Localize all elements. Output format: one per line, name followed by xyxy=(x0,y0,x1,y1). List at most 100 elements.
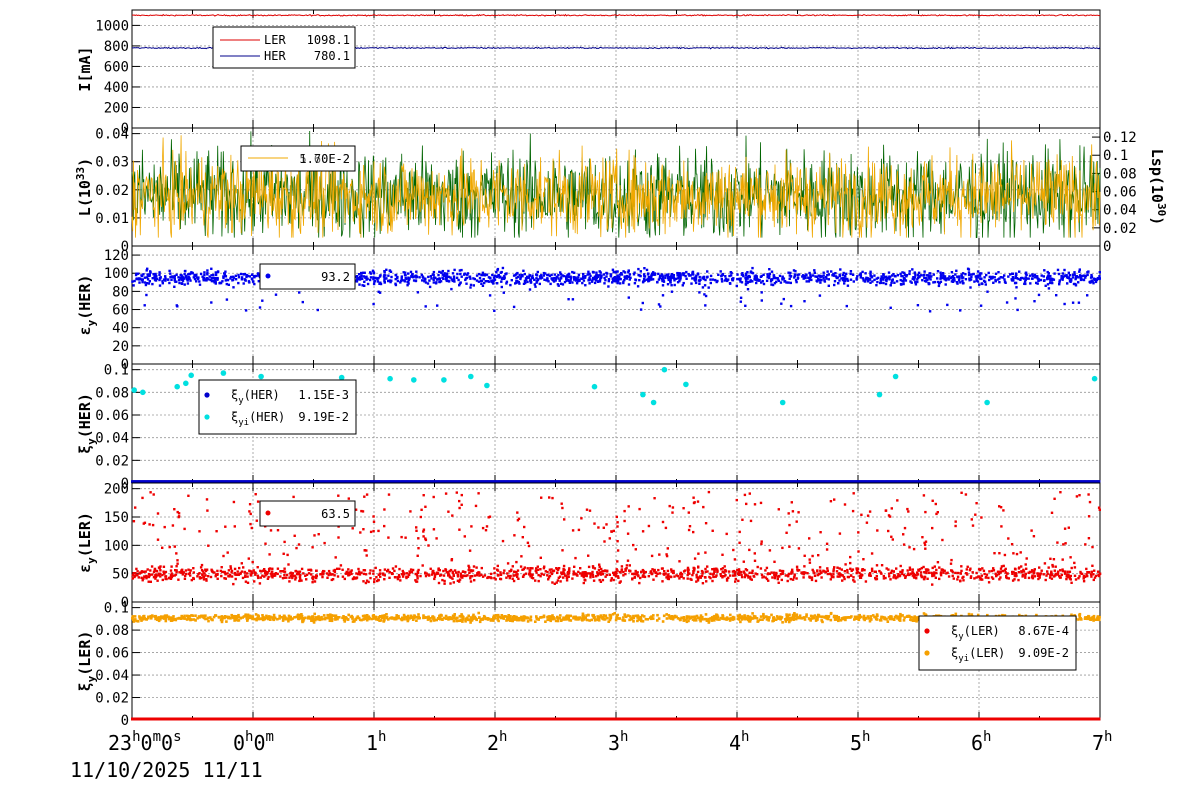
data-point xyxy=(195,280,197,282)
data-point xyxy=(466,574,468,576)
data-point xyxy=(479,277,481,279)
data-point xyxy=(431,571,433,573)
data-point xyxy=(298,291,300,293)
data-point xyxy=(468,572,470,574)
data-point xyxy=(685,271,687,273)
data-point xyxy=(138,281,140,283)
data-point xyxy=(1049,558,1051,560)
data-point xyxy=(237,570,239,572)
data-point xyxy=(177,276,179,278)
data-point xyxy=(153,571,155,573)
data-point xyxy=(812,569,814,571)
data-point xyxy=(609,574,611,576)
data-point xyxy=(929,276,931,278)
data-point xyxy=(510,569,512,571)
data-point xyxy=(925,541,927,543)
data-point xyxy=(744,305,746,307)
y-axis-label: εy(HER) xyxy=(76,275,98,336)
data-point xyxy=(493,310,495,312)
data-point xyxy=(833,275,835,277)
data-point xyxy=(682,272,684,274)
data-point xyxy=(476,279,478,281)
data-point xyxy=(745,278,747,280)
data-point xyxy=(969,286,971,288)
legend-name: LER xyxy=(264,33,286,47)
data-point xyxy=(557,569,559,571)
legend-marker xyxy=(266,511,271,516)
data-point xyxy=(873,279,875,281)
data-point xyxy=(724,569,726,571)
data-point xyxy=(253,276,255,278)
data-point xyxy=(351,569,353,571)
data-point xyxy=(513,534,515,536)
data-point xyxy=(698,283,700,285)
data-point xyxy=(470,580,472,582)
data-point xyxy=(480,280,482,282)
data-point xyxy=(751,570,753,572)
data-point xyxy=(1041,274,1043,276)
data-point xyxy=(704,304,706,306)
data-point xyxy=(920,571,922,573)
data-point xyxy=(295,547,297,549)
data-point xyxy=(273,575,275,577)
data-point xyxy=(520,565,522,567)
data-point xyxy=(739,531,741,533)
data-point xyxy=(929,310,931,312)
data-point xyxy=(643,575,645,577)
data-point xyxy=(769,273,771,275)
data-point xyxy=(388,280,390,282)
data-point xyxy=(1015,282,1017,284)
data-point xyxy=(253,571,255,573)
data-point xyxy=(1088,537,1090,539)
data-point xyxy=(691,277,693,279)
data-point xyxy=(242,566,244,568)
data-point xyxy=(379,569,381,571)
data-point xyxy=(931,583,933,585)
data-point xyxy=(224,573,226,575)
data-point xyxy=(923,571,925,573)
data-point xyxy=(661,567,663,569)
data-point xyxy=(1067,576,1069,578)
data-point xyxy=(1072,274,1074,276)
data-point xyxy=(415,271,417,273)
data-point xyxy=(181,569,183,571)
data-point xyxy=(524,280,526,282)
data-point xyxy=(1018,271,1020,273)
data-point xyxy=(178,571,180,573)
data-point xyxy=(417,569,419,571)
data-point xyxy=(616,521,618,523)
data-point xyxy=(826,548,828,550)
data-point xyxy=(1024,280,1026,282)
data-point xyxy=(634,576,636,578)
data-point xyxy=(911,282,913,284)
data-point xyxy=(344,578,346,580)
data-point xyxy=(1092,573,1094,575)
data-point xyxy=(220,575,222,577)
data-point xyxy=(213,277,215,279)
data-point xyxy=(895,567,897,569)
data-point xyxy=(761,299,763,301)
data-point xyxy=(1079,571,1081,573)
data-point xyxy=(517,276,519,278)
data-point xyxy=(720,270,722,272)
data-point xyxy=(563,572,565,574)
data-point xyxy=(917,569,919,571)
data-point xyxy=(938,285,940,287)
data-point xyxy=(690,579,692,581)
data-point xyxy=(829,573,831,575)
data-point xyxy=(693,502,695,504)
data-point xyxy=(925,277,927,279)
data-point xyxy=(379,576,381,578)
data-point xyxy=(1083,279,1085,281)
data-point xyxy=(305,578,307,580)
data-point xyxy=(134,575,136,577)
data-point xyxy=(907,569,909,571)
data-point xyxy=(637,285,639,287)
data-point xyxy=(543,566,545,568)
data-point xyxy=(192,567,194,569)
data-point xyxy=(315,570,317,572)
data-point xyxy=(245,309,247,311)
data-point xyxy=(913,576,915,578)
data-point xyxy=(1068,272,1070,274)
